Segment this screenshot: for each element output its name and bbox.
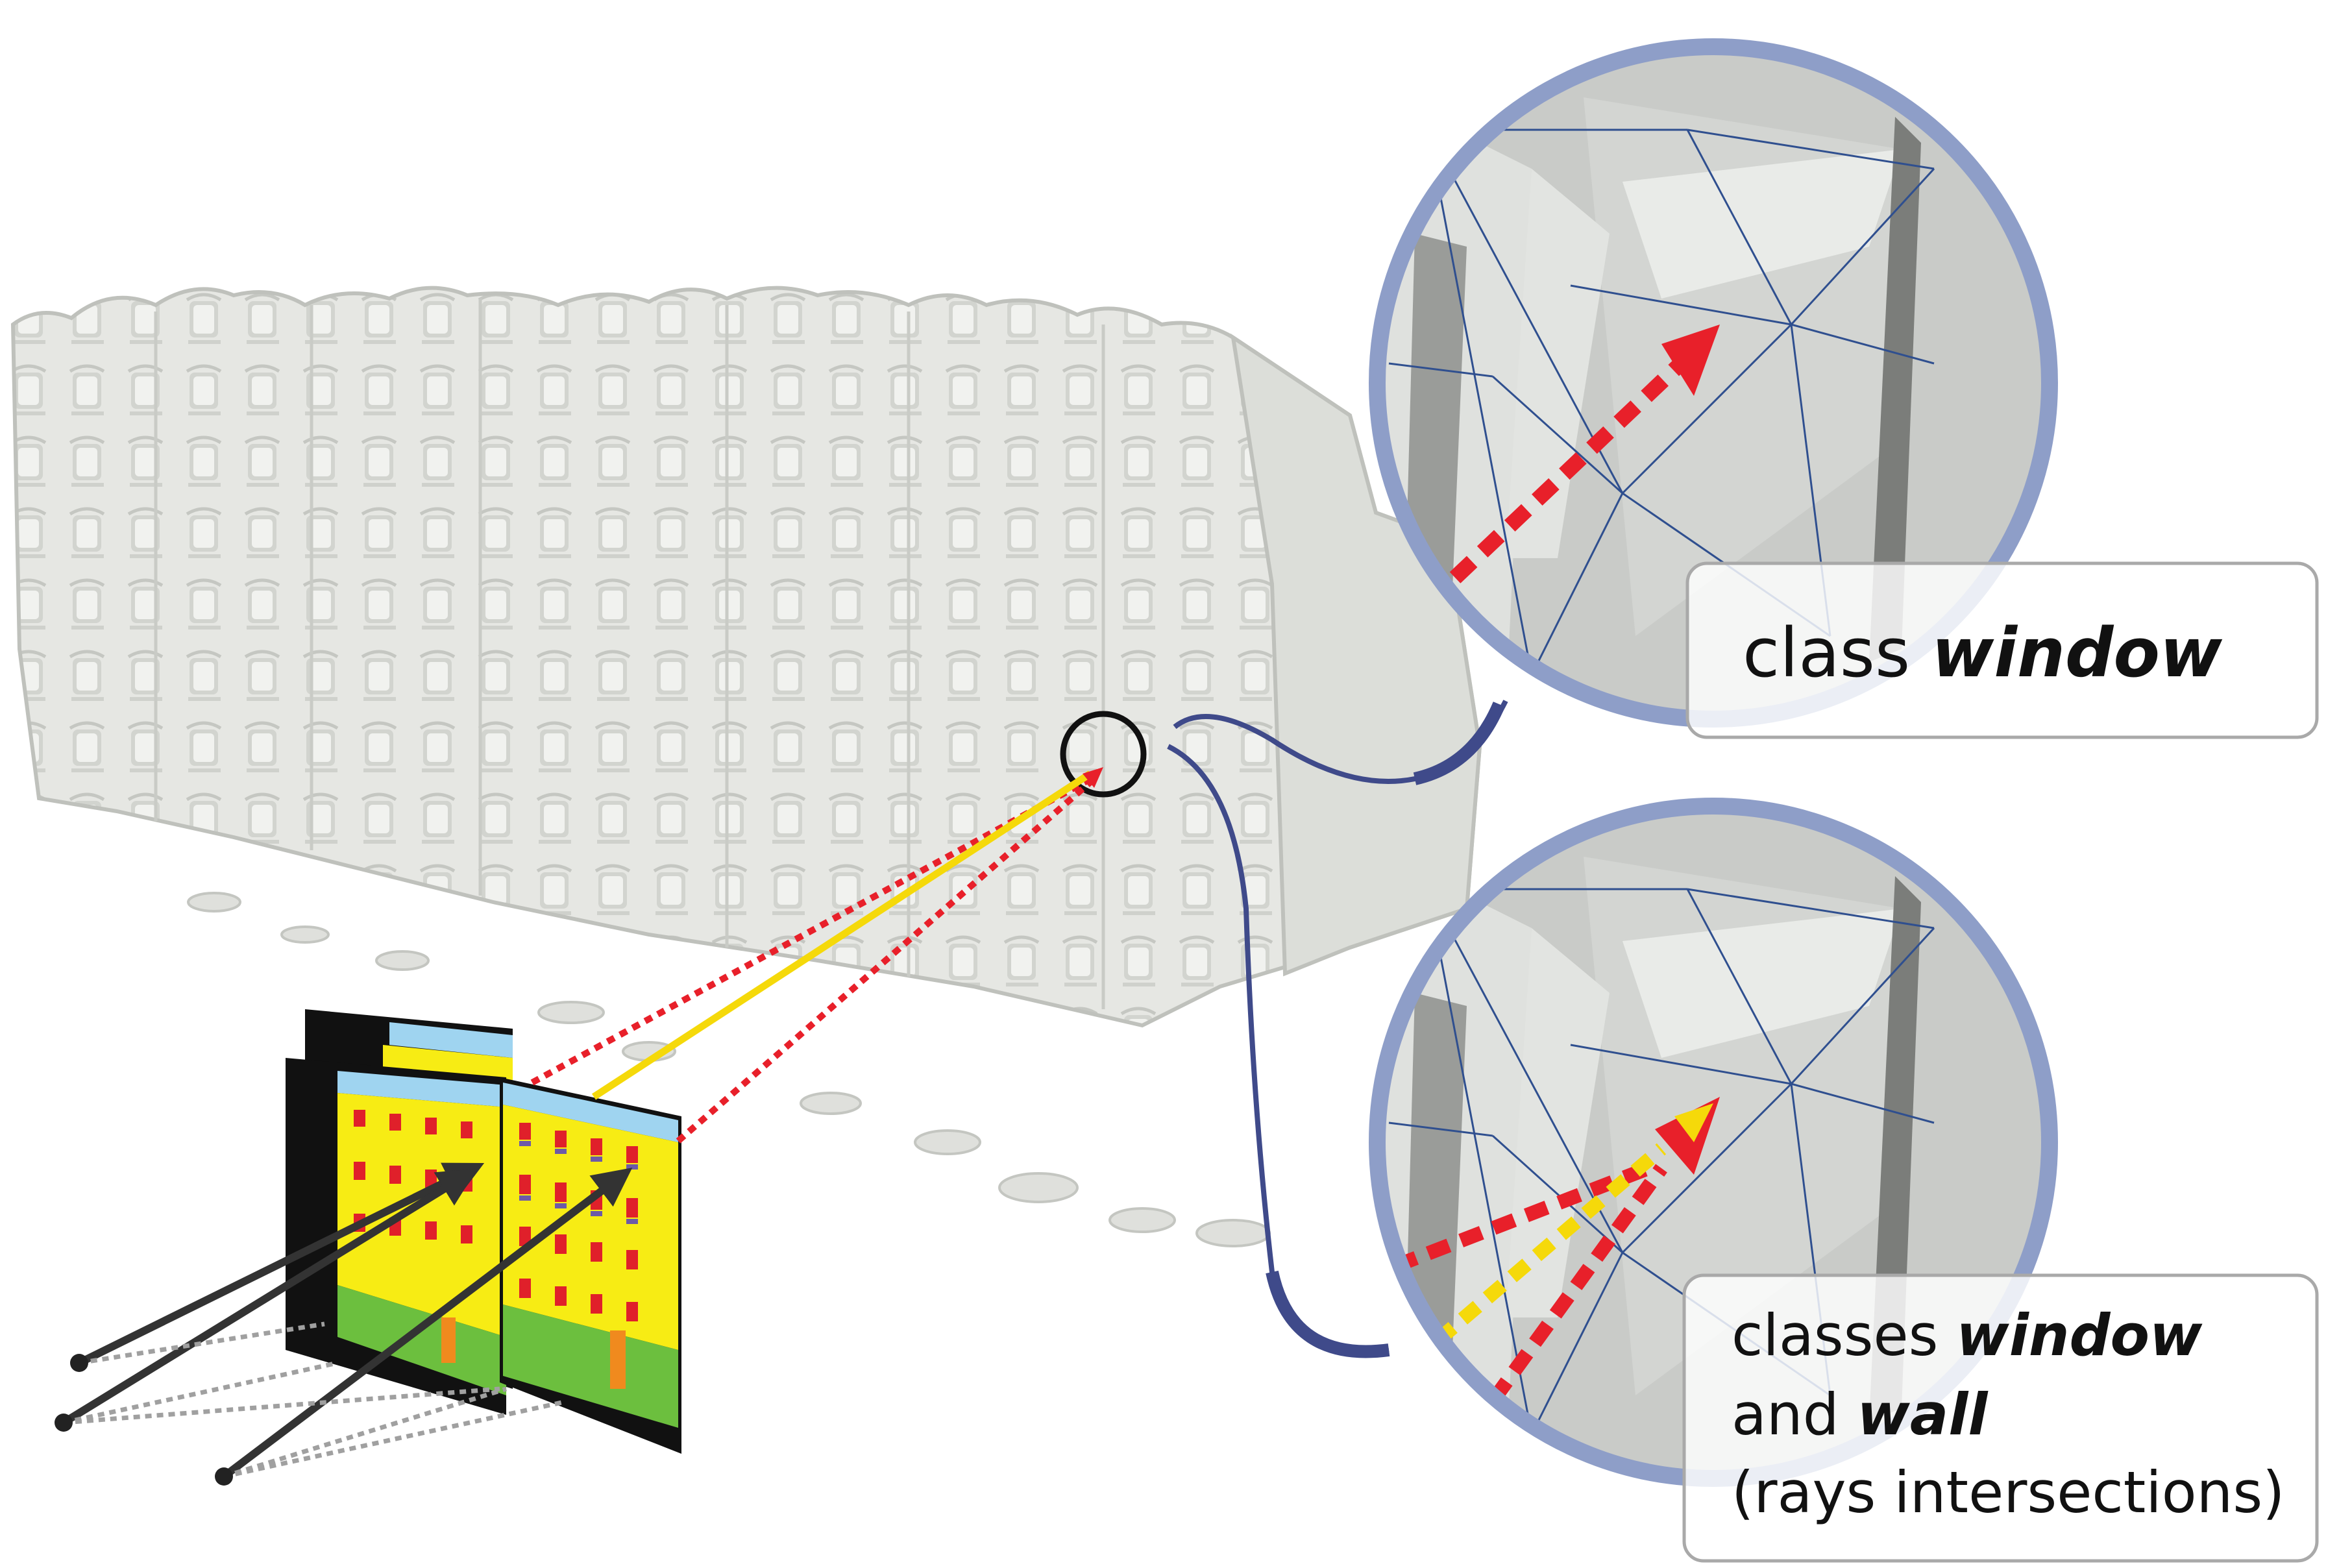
callout-bottom-line2-prefix: and [1732, 1381, 1857, 1448]
callout-bottom-line1-emphasis: window [1956, 1302, 2203, 1369]
callout-bottom-line3: (rays intersections) [1732, 1459, 2285, 1526]
connector-to-bottom-lens-thick [1266, 1270, 1390, 1358]
window-highlight-circle [1060, 711, 1147, 798]
callout-bottom-line1-prefix: classes [1732, 1302, 1956, 1369]
zoom-ray-arrowhead [1661, 325, 1720, 396]
cameras [55, 1162, 633, 1486]
zoom-ray-red-upper [1377, 1161, 1651, 1286]
camera-center-icon [70, 1354, 88, 1372]
camera-center-icon [55, 1414, 73, 1432]
callout-top: class window [1685, 561, 2319, 739]
callout-bottom: classes window and wall (rays intersecti… [1682, 1273, 2319, 1563]
ray-red-lower [676, 776, 1097, 1144]
connector-to-top-lens-thick [1413, 702, 1506, 785]
connectors [1167, 700, 1508, 1358]
zoom-ray-red [1422, 358, 1687, 609]
zoom-ray-red-lower [1467, 1164, 1667, 1432]
facade-corner [1230, 333, 1482, 977]
callout-bottom-line2-emphasis: wall [1857, 1381, 1989, 1448]
ray-arrow-icon [1083, 767, 1103, 788]
callout-bottom-line2: and wall [1732, 1381, 1989, 1448]
camera-ray-2 [61, 1168, 478, 1427]
zoom-ray-red-bottom [1460, 1443, 1499, 1478]
camera-ray-1 [77, 1162, 485, 1367]
label-image-middle [286, 1058, 506, 1415]
camera-center-icon [215, 1467, 233, 1486]
building-mesh [10, 286, 1482, 1247]
zoom-ray-yellow [1384, 1143, 1667, 1388]
facade-vertical-bays [154, 299, 1105, 1009]
callout-top-emphasis: window [1931, 613, 2223, 692]
callout-top-text: class window [1743, 613, 2223, 692]
callout-bottom-line1: classes window [1732, 1302, 2203, 1369]
projection-rays [530, 767, 1103, 1144]
facade-main [10, 286, 1482, 1028]
callout-top-prefix: class [1743, 613, 1931, 692]
ray-yellow [591, 770, 1093, 1100]
camera-ray-3 [221, 1168, 633, 1480]
label-image-front [500, 1077, 681, 1454]
